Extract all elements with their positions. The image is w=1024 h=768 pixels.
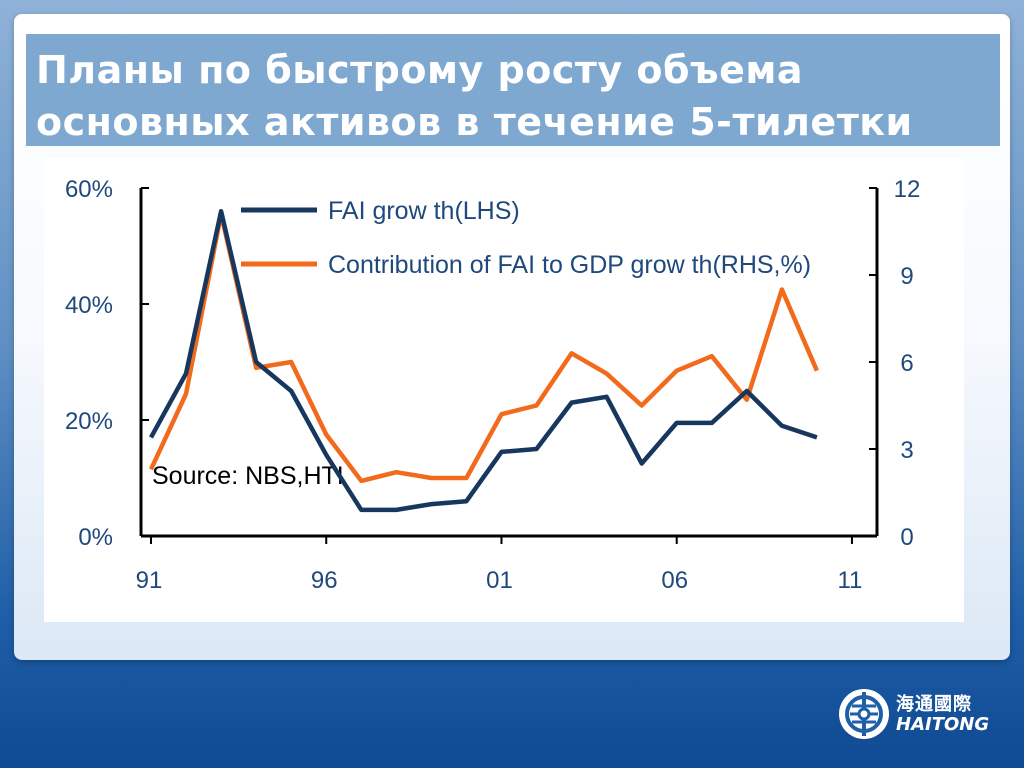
slide-title-line-1: Планы по быстрому росту объема bbox=[36, 48, 804, 92]
left-tick-label: 40% bbox=[65, 292, 113, 319]
x-tick-label: 11 bbox=[837, 567, 862, 594]
x-tick-label: 01 bbox=[486, 567, 513, 594]
legend-label: FAI grow th(LHS) bbox=[328, 197, 520, 225]
source-annotation: Source: NBS,HTI bbox=[152, 462, 344, 490]
slide-title-line-2: основных активов в течение 5-тилетки bbox=[36, 100, 913, 144]
right-tick-label: 9 bbox=[900, 263, 913, 290]
fai-growth-chart: 0% 20% 40% 60% 0 3 6 9 12 91 96 01 06 11 Source: NBS,H… bbox=[65, 176, 921, 594]
fai-growth-line bbox=[149, 208, 818, 513]
brand-name-cn: 海通國際 bbox=[896, 694, 972, 715]
x-tick-label: 96 bbox=[311, 567, 338, 594]
left-tick-label: 60% bbox=[65, 176, 113, 203]
chart-area: 0% 20% 40% 60% 0 3 6 9 12 91 96 01 06 11 Source: NBS,H… bbox=[44, 158, 964, 622]
left-tick-label: 20% bbox=[65, 408, 113, 435]
right-tick-label: 12 bbox=[894, 176, 921, 203]
legend-label: Contribution of FAI to GDP grow th(RHS,%… bbox=[328, 251, 811, 279]
haitong-logo: 海通國際 HAITONG bbox=[838, 686, 1008, 746]
haitong-logo-icon bbox=[839, 689, 889, 739]
brand-name-en: HAITONG bbox=[896, 714, 990, 735]
x-tick-label: 91 bbox=[136, 567, 163, 594]
title-bar bbox=[26, 34, 1000, 146]
slide-title: Планы по быстрому росту объема основных … bbox=[36, 44, 986, 148]
right-tick-label: 0 bbox=[900, 524, 913, 551]
right-tick-label: 6 bbox=[900, 350, 913, 377]
right-tick-label: 3 bbox=[900, 437, 913, 464]
x-tick-label: 06 bbox=[661, 567, 688, 594]
left-tick-label: 0% bbox=[78, 524, 113, 551]
